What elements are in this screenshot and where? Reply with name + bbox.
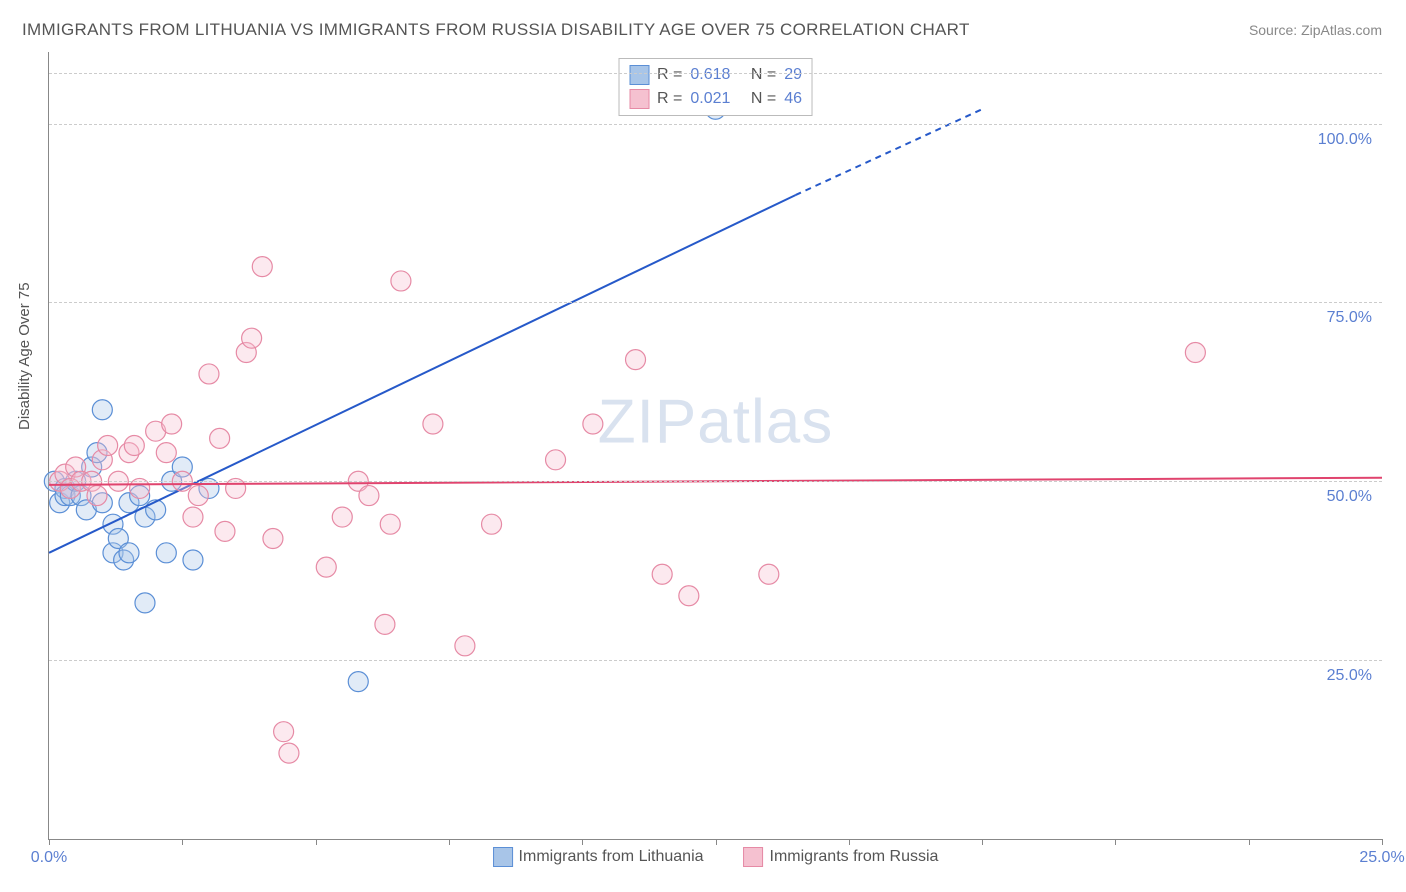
legend-swatch-russia [629, 89, 649, 109]
legend-swatch-lithuania [629, 65, 649, 85]
legend-row-russia: R = 0.021 N = 46 [629, 87, 802, 111]
data-point [274, 722, 294, 742]
legend-item-lithuania: Immigrants from Lithuania [493, 847, 704, 867]
chart-title: IMMIGRANTS FROM LITHUANIA VS IMMIGRANTS … [22, 20, 970, 40]
plot-area: ZIPatlas R = 0.618 N = 29 R = 0.021 N = … [48, 52, 1382, 840]
data-point [679, 586, 699, 606]
legend-row-lithuania: R = 0.618 N = 29 [629, 63, 802, 87]
x-tick-label: 0.0% [31, 849, 67, 867]
data-point [98, 436, 118, 456]
data-point [162, 414, 182, 434]
data-point [482, 514, 502, 534]
data-point [124, 436, 144, 456]
x-tick [716, 839, 717, 845]
data-point [156, 443, 176, 463]
data-point [359, 486, 379, 506]
x-tick [182, 839, 183, 845]
data-point [263, 529, 283, 549]
data-point [279, 743, 299, 763]
gridline [49, 302, 1382, 303]
data-point [183, 507, 203, 527]
data-point [135, 593, 155, 613]
trend-line [49, 195, 795, 553]
data-point [375, 614, 395, 634]
y-tick-label: 100.0% [1318, 131, 1372, 149]
data-point [199, 364, 219, 384]
legend-item-russia: Immigrants from Russia [744, 847, 939, 867]
legend-swatch-russia-bottom [744, 847, 764, 867]
n-value-lithuania: 29 [784, 63, 802, 87]
gridline [49, 660, 1382, 661]
data-point [210, 428, 230, 448]
x-tick [1249, 839, 1250, 845]
data-point [626, 350, 646, 370]
n-value-russia: 46 [784, 87, 802, 111]
legend-series: Immigrants from Lithuania Immigrants fro… [493, 847, 939, 867]
y-tick-label: 50.0% [1327, 488, 1372, 506]
y-tick-label: 25.0% [1327, 667, 1372, 685]
data-point [183, 550, 203, 570]
data-point [242, 328, 262, 348]
x-tick-label: 25.0% [1359, 849, 1404, 867]
data-point [583, 414, 603, 434]
data-point [348, 672, 368, 692]
data-point [423, 414, 443, 434]
legend-swatch-lithuania-bottom [493, 847, 513, 867]
data-point [188, 486, 208, 506]
r-value-russia: 0.021 [690, 87, 730, 111]
data-point [87, 486, 107, 506]
x-tick [1382, 839, 1383, 845]
x-tick [849, 839, 850, 845]
r-value-lithuania: 0.618 [690, 63, 730, 87]
chart-container: IMMIGRANTS FROM LITHUANIA VS IMMIGRANTS … [0, 0, 1406, 892]
data-point [146, 500, 166, 520]
data-point [119, 543, 139, 563]
legend-correlation: R = 0.618 N = 29 R = 0.021 N = 46 [618, 58, 813, 116]
data-point [92, 400, 112, 420]
x-tick [49, 839, 50, 845]
data-point [759, 564, 779, 584]
data-point [252, 257, 272, 277]
data-point [1185, 342, 1205, 362]
x-tick [982, 839, 983, 845]
gridline [49, 124, 1382, 125]
source-attribution: Source: ZipAtlas.com [1249, 22, 1382, 38]
chart-svg [49, 52, 1382, 839]
data-point [652, 564, 672, 584]
y-tick-label: 75.0% [1327, 309, 1372, 327]
data-point [380, 514, 400, 534]
x-tick [449, 839, 450, 845]
data-point [215, 521, 235, 541]
x-tick [1115, 839, 1116, 845]
data-point [546, 450, 566, 470]
data-point [316, 557, 336, 577]
data-point [455, 636, 475, 656]
data-point [156, 543, 176, 563]
x-tick [316, 839, 317, 845]
y-axis-label: Disability Age Over 75 [16, 282, 33, 430]
gridline [49, 73, 1382, 74]
x-tick [582, 839, 583, 845]
data-point [391, 271, 411, 291]
gridline [49, 481, 1382, 482]
data-point [332, 507, 352, 527]
trend-line-extrapolated [795, 109, 982, 195]
